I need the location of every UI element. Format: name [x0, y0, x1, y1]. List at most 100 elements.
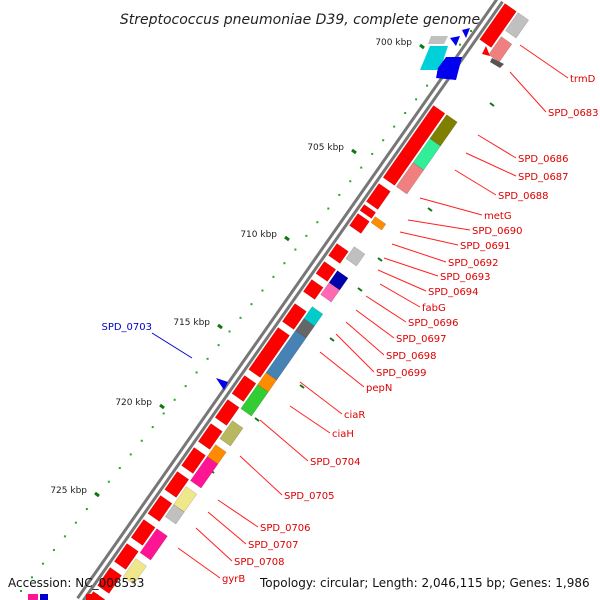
forward-gene-arrow — [315, 261, 337, 282]
label-connector — [195, 527, 233, 562]
label-connector — [299, 381, 343, 415]
gene-label: SPD_0699 — [376, 368, 427, 379]
forward-gene-arrow — [416, 105, 446, 138]
gene-label: SPD_0705 — [284, 491, 335, 502]
gene-label: SPD_0687 — [518, 172, 569, 183]
minor-tick — [299, 384, 305, 389]
forward-gene-arrow — [197, 423, 223, 450]
gene-label: metG — [484, 211, 512, 222]
kbp-tick-label: 725 kbp — [50, 486, 87, 496]
forward-gene-arrow — [181, 447, 206, 474]
gene-box — [395, 162, 425, 195]
minor-tick — [357, 287, 363, 292]
label-connector — [383, 257, 439, 277]
minor-tick — [427, 207, 433, 212]
gene-box — [370, 216, 387, 231]
gene-label: SPD_0708 — [234, 557, 285, 568]
forward-gene-arrow — [248, 351, 274, 378]
reverse-gene-arrow — [428, 36, 448, 44]
gene-box — [190, 456, 219, 489]
label-connector — [319, 351, 365, 388]
forward-gene-arrow — [359, 204, 377, 219]
kbp-tick-label: 720 kbp — [115, 398, 152, 408]
label-connector — [407, 219, 471, 231]
forward-gene-arrow — [231, 375, 257, 402]
gene-label: SPD_0691 — [460, 241, 511, 252]
gene-label: SPD_0698 — [386, 351, 437, 362]
label-connector — [335, 333, 375, 373]
gene-box — [505, 12, 530, 39]
label-connector — [379, 283, 421, 308]
label-connector — [259, 419, 309, 462]
label-connector — [177, 547, 221, 579]
gene-label: SPD_0697 — [396, 334, 447, 345]
kbp-tick — [284, 235, 290, 242]
topology-text: Topology: circular; Length: 2,046,115 bp… — [259, 576, 590, 590]
forward-gene-arrow — [281, 303, 307, 330]
gene-box — [122, 558, 147, 585]
minor-tick — [489, 102, 495, 107]
gene-box — [164, 504, 185, 525]
minor-tick — [377, 257, 383, 262]
gene-label: ciaH — [332, 429, 354, 440]
reverse-gene-arrow — [216, 378, 228, 390]
forward-gene-arrow — [113, 543, 139, 570]
gene-label: SPD_0706 — [260, 523, 311, 534]
small-gene-arrow — [482, 46, 490, 56]
gene-box — [345, 246, 366, 267]
label-connector — [477, 134, 517, 159]
label-connector — [399, 231, 459, 246]
gene-label: SPD_0693 — [440, 272, 491, 283]
gene-label: SPD_0707 — [248, 540, 299, 551]
label-connector — [454, 169, 497, 196]
gene-label: SPD_0683 — [548, 108, 599, 119]
label-connector — [465, 152, 517, 177]
label-connector — [207, 511, 247, 545]
gene-labels: trmD SPD_0683 SPD_0686 SPD_0687 SPD_0688 metG… — [101, 74, 598, 585]
gene-label: gyrB — [222, 574, 245, 585]
gene-label: SPD_0704 — [310, 457, 361, 468]
forward-gene-arrow — [382, 153, 412, 186]
kbp-tick — [217, 323, 223, 330]
kbp-tick-label: 700 kbp — [375, 38, 412, 48]
label-connector — [377, 269, 427, 292]
gene-label: SPD_0688 — [498, 191, 549, 202]
forward-gene-arrow — [349, 213, 370, 234]
gene-box — [488, 36, 513, 63]
forward-gene-arrow — [399, 129, 429, 162]
accession-text: Accession: NC_008533 — [8, 576, 144, 590]
label-connector — [239, 455, 283, 496]
gene-box — [219, 420, 244, 447]
label-connector — [289, 405, 331, 434]
gene-label: SPD_0686 — [518, 154, 569, 165]
kbp-tick — [94, 491, 100, 498]
label-connector — [391, 243, 447, 263]
forward-gene-arrow — [328, 243, 349, 264]
gene-label: SPD_0696 — [408, 318, 459, 329]
reverse-gene-arrow — [436, 57, 462, 80]
label-connector — [419, 197, 483, 216]
kbp-tick-label: 710 kbp — [240, 230, 277, 240]
genome-backbone — [76, 0, 504, 600]
gene-label-reverse: SPD_0703 — [101, 322, 152, 333]
gene-box — [139, 528, 168, 561]
kbp-tick-label: 715 kbp — [173, 318, 210, 328]
forward-gene-arrow — [147, 495, 173, 522]
gene-label: SPD_0692 — [448, 258, 499, 269]
minor-tick — [329, 337, 335, 342]
reverse-gene-arrow — [462, 28, 470, 38]
map-title: Streptococcus pneumoniae D39, complete g… — [120, 12, 480, 28]
label-connector — [151, 332, 193, 359]
gene-box — [240, 384, 269, 417]
gene-label: ciaR — [344, 410, 365, 421]
minor-tick — [254, 417, 260, 422]
forward-gene-arrow — [479, 21, 505, 48]
gene-box — [40, 594, 48, 600]
gene-features — [28, 3, 530, 600]
label-connector — [345, 321, 385, 356]
label-connector — [519, 44, 569, 79]
gene-label: SPD_0694 — [428, 287, 479, 298]
kbp-tick — [159, 403, 165, 410]
label-connector — [355, 309, 395, 339]
